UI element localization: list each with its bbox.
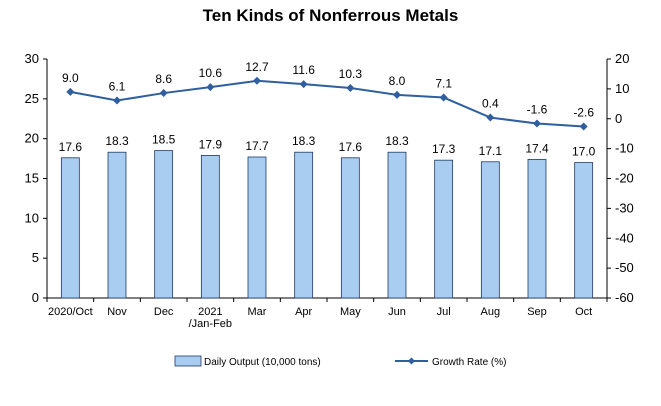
growth-rate-point xyxy=(206,83,215,92)
growth-rate-label: 6.1 xyxy=(109,80,126,94)
chart-title: Ten Kinds of Nonferrous Metals xyxy=(202,6,459,25)
x-tick-label: 2021/Jan-Feb xyxy=(189,306,232,330)
bar-daily-output xyxy=(107,151,127,299)
growth-rate-point xyxy=(113,96,121,105)
x-tick-label: Aug xyxy=(481,306,501,318)
right-tick-label: -40 xyxy=(615,230,634,245)
growth-rate-line xyxy=(70,79,584,128)
growth-rate-point xyxy=(439,93,448,102)
bar-value-label: 17.1 xyxy=(479,144,503,158)
x-tick-label-line: Jul xyxy=(437,306,451,318)
left-tick-label: 25 xyxy=(25,91,39,106)
growth-rate-label: 7.1 xyxy=(435,77,452,91)
x-tick-label: Apr xyxy=(295,306,312,318)
left-tick-label: 20 xyxy=(25,131,39,146)
bar-value-label: 18.5 xyxy=(152,133,176,147)
growth-rate-point xyxy=(533,119,541,128)
bar-value-label: 17.7 xyxy=(245,139,269,153)
x-tick-label-line: 2021 xyxy=(198,306,222,318)
left-tick-label: 30 xyxy=(25,51,39,66)
x-tick-label: 2020/Oct xyxy=(48,306,93,318)
x-tick-label-line: /Jan-Feb xyxy=(189,318,232,330)
right-tick-label: -60 xyxy=(615,290,634,305)
growth-rate-label: 8.0 xyxy=(389,74,406,88)
growth-rate-label: 8.6 xyxy=(155,72,172,86)
growth-rate-label: 0.4 xyxy=(482,97,499,111)
left-tick-label: 0 xyxy=(32,290,39,305)
x-tick-label: Jun xyxy=(388,306,406,318)
growth-rate-point xyxy=(579,122,588,131)
x-tick-label: Dec xyxy=(154,306,174,318)
right-tick-label: -20 xyxy=(615,171,634,186)
growth-rate-label: -2.6 xyxy=(573,106,594,120)
left-tick-label: 15 xyxy=(25,171,39,186)
growth-rate-label: 12.7 xyxy=(245,60,269,74)
bar-daily-output xyxy=(60,157,80,299)
bar-daily-output xyxy=(574,162,594,299)
growth-rate-label: 10.3 xyxy=(339,67,363,81)
legend-bar-label: Daily Output (10,000 tons) xyxy=(204,357,321,368)
bar-value-label: 18.3 xyxy=(385,134,409,148)
x-tick-label-line: Apr xyxy=(295,306,312,318)
x-tick-label: Sep xyxy=(527,306,547,318)
x-tick-label-line: 2020/Oct xyxy=(48,306,93,318)
growth-rate-label: -1.6 xyxy=(527,103,548,117)
bar-value-label: 17.9 xyxy=(199,137,223,151)
bar-daily-output xyxy=(200,154,220,299)
bar-value-label: 17.6 xyxy=(59,140,83,154)
legend-bar-swatch xyxy=(174,355,202,367)
legend-line-label: Growth Rate (%) xyxy=(432,357,506,368)
bar-daily-output xyxy=(154,150,174,299)
legend-line-marker xyxy=(408,357,415,365)
left-tick-label: 10 xyxy=(25,210,39,225)
x-tick-label: Oct xyxy=(575,306,592,318)
bar-daily-output xyxy=(527,158,547,299)
x-tick-label-line: Mar xyxy=(248,306,267,318)
x-tick-label-line: May xyxy=(340,306,361,318)
right-tick-label: 0 xyxy=(615,111,622,126)
bar-daily-output xyxy=(247,156,267,299)
x-tick-label: Mar xyxy=(248,306,267,318)
right-tick-label: -10 xyxy=(615,141,634,156)
x-tick-label-line: Nov xyxy=(107,306,127,318)
growth-rate-point xyxy=(393,90,401,99)
bar-value-label: 17.0 xyxy=(572,145,596,159)
bar-value-label: 17.6 xyxy=(339,140,363,154)
bar-daily-output xyxy=(480,161,500,299)
right-tick-label: -50 xyxy=(615,260,634,275)
x-tick-label-line: Dec xyxy=(154,306,174,318)
bar-value-label: 18.3 xyxy=(292,134,316,148)
growth-rate-point xyxy=(66,87,75,96)
left-tick-label: 5 xyxy=(32,250,39,265)
growth-rate-label: 11.6 xyxy=(292,63,315,77)
bar-daily-output xyxy=(387,151,407,299)
right-tick-label: 20 xyxy=(615,51,629,66)
growth-rate-label: 10.6 xyxy=(199,66,223,80)
growth-rate-point xyxy=(486,113,495,122)
x-tick-label: Nov xyxy=(107,306,127,318)
x-tick-label-line: Jun xyxy=(388,306,406,318)
bar-value-label: 18.3 xyxy=(105,134,129,148)
growth-rate-point xyxy=(346,83,355,92)
bar-daily-output xyxy=(340,157,360,299)
x-tick-label-line: Oct xyxy=(575,306,592,318)
growth-rate-point xyxy=(159,89,168,98)
growth-rate-point xyxy=(299,80,308,89)
x-tick-label-line: Aug xyxy=(481,306,501,318)
right-tick-label: -30 xyxy=(615,200,634,215)
bar-daily-output xyxy=(434,159,454,299)
right-tick-label: 10 xyxy=(615,81,629,96)
x-tick-label-line: Sep xyxy=(527,306,547,318)
bar-value-label: 17.4 xyxy=(525,141,549,155)
x-tick-label: May xyxy=(340,306,361,318)
bar-daily-output xyxy=(294,151,314,299)
growth-rate-label: 9.0 xyxy=(62,71,79,85)
x-tick-label: Jul xyxy=(437,306,451,318)
bar-value-label: 17.3 xyxy=(432,142,456,156)
growth-rate-point xyxy=(253,76,261,85)
